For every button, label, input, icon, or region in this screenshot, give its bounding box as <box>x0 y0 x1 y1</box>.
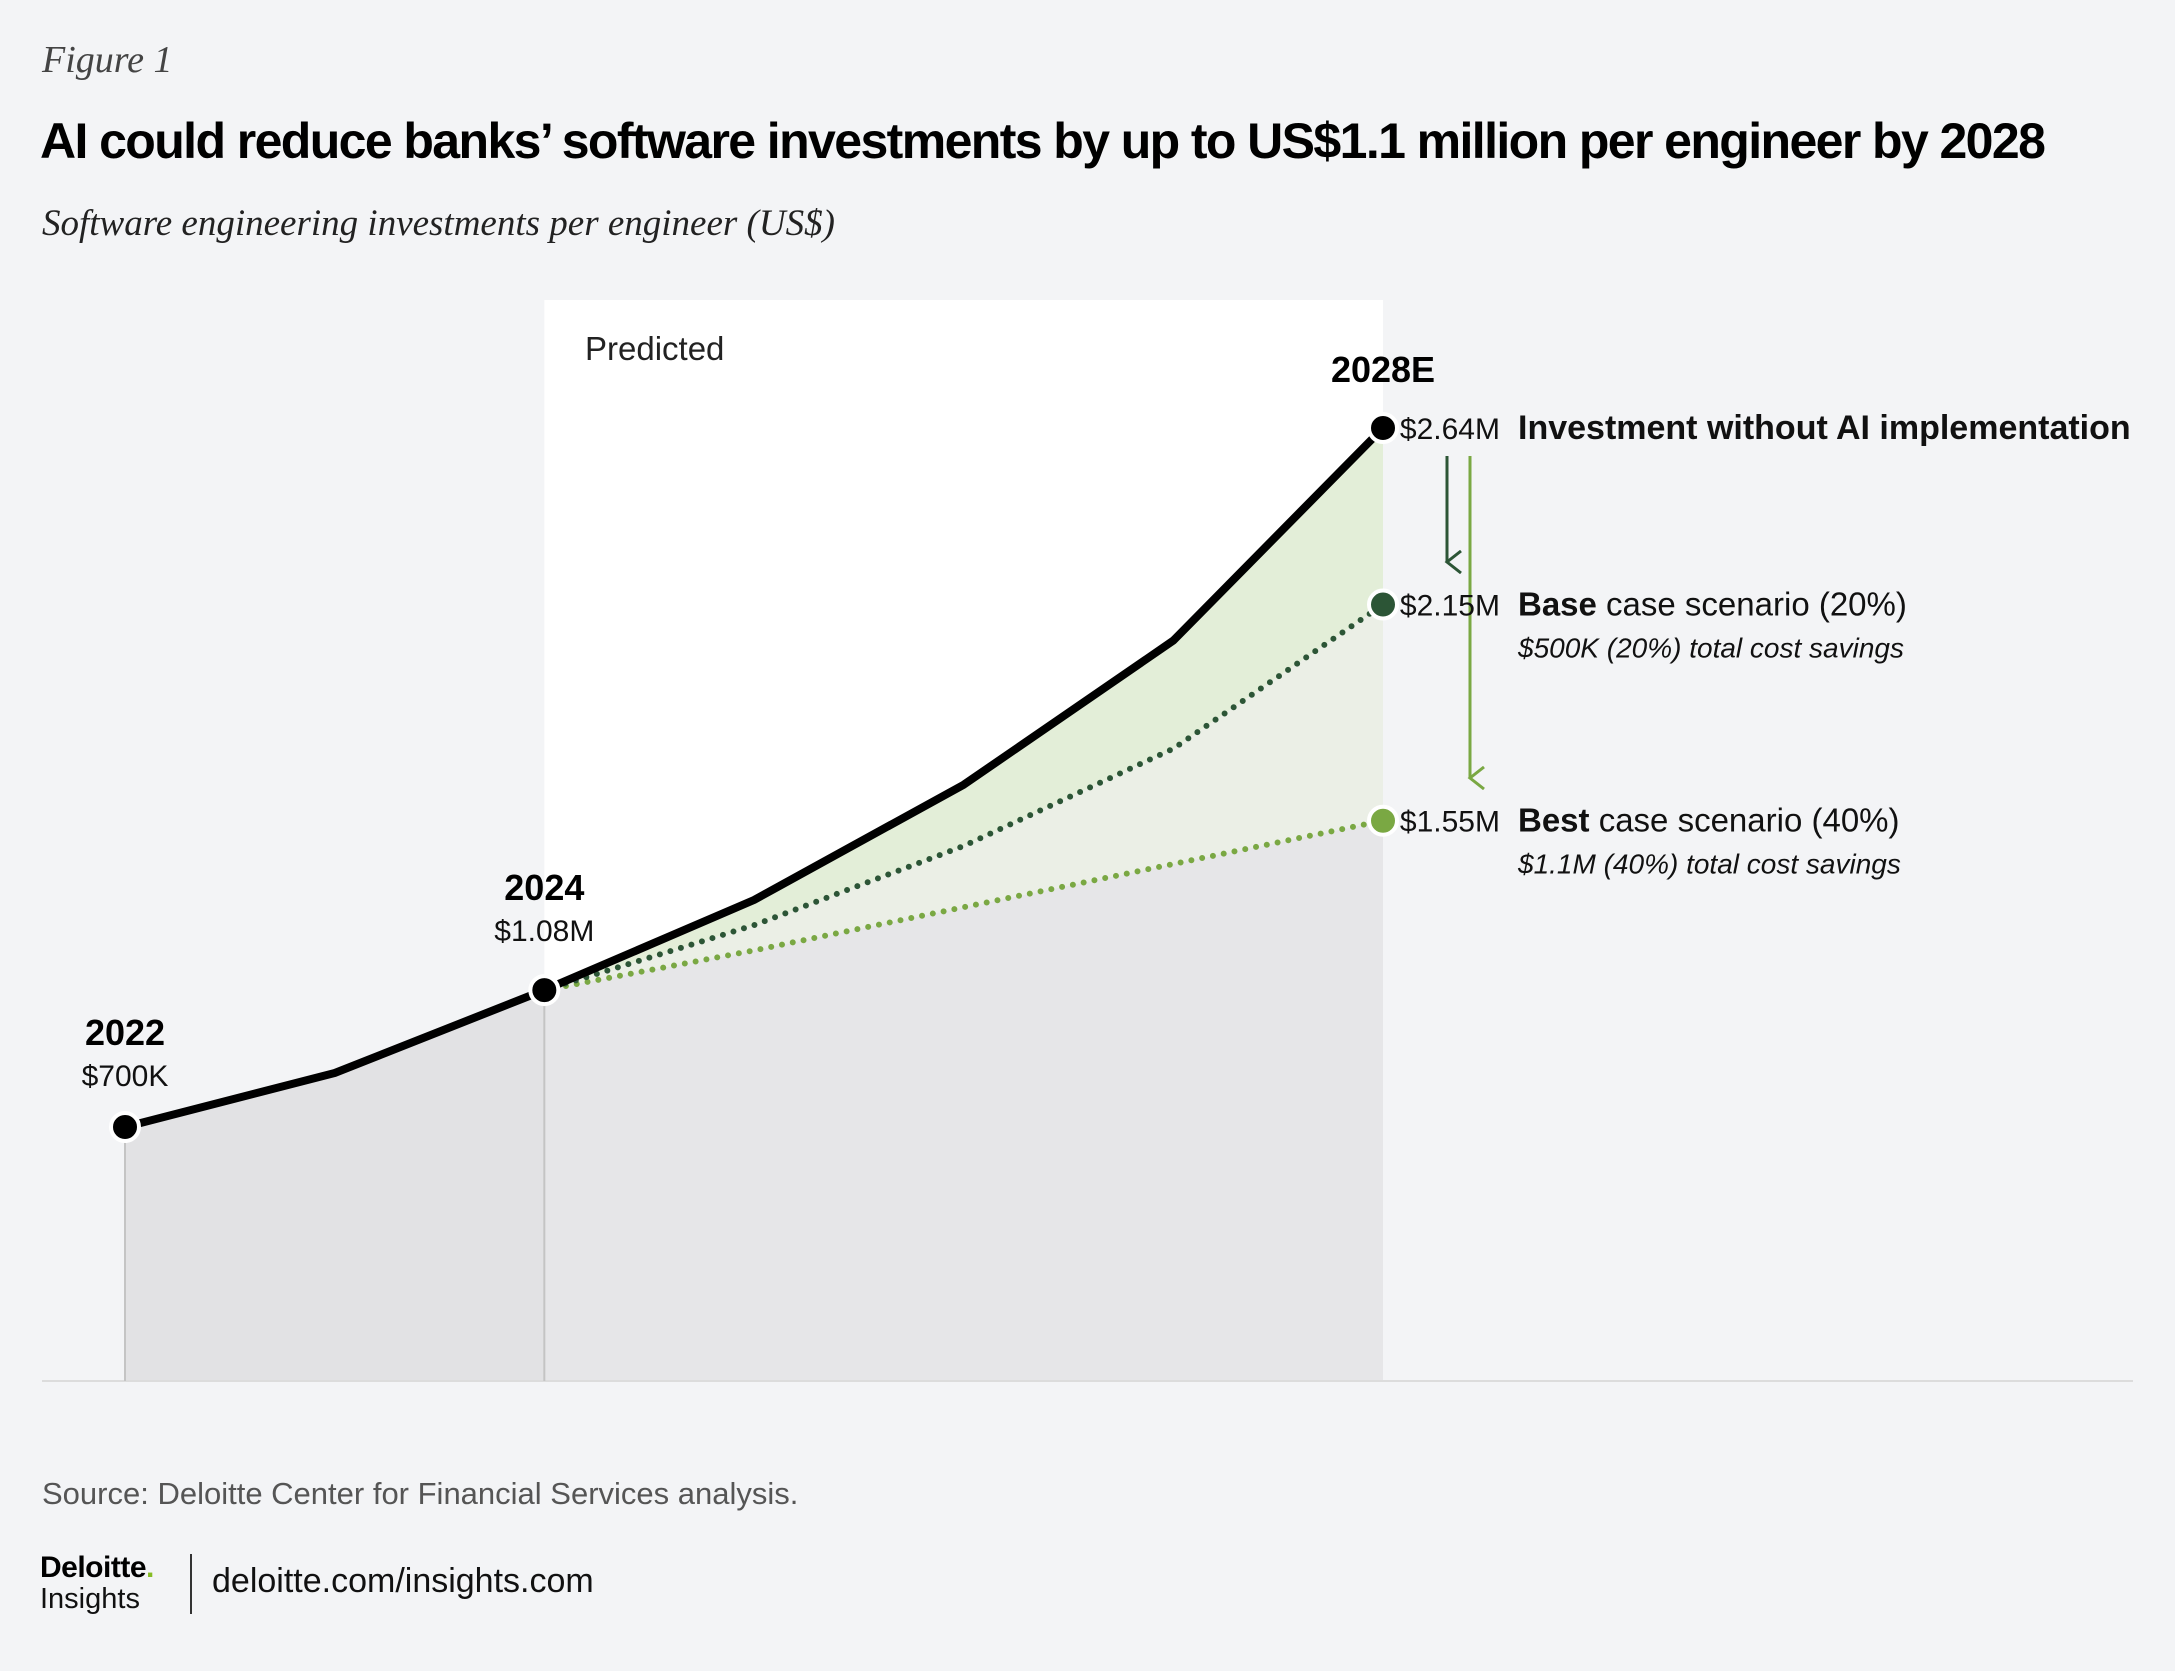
savings-note-2: $1.1M (40%) total cost savings <box>1517 849 1901 880</box>
point-2028-no-ai <box>1367 412 1399 444</box>
deloitte-insights-logo: Deloitte. Insights <box>40 1552 190 1614</box>
year-label-2024: 2024 <box>504 867 584 908</box>
series-label-bold-1: Base <box>1518 586 1597 623</box>
predicted-label: Predicted <box>585 330 724 367</box>
series-label-bold-2: Best <box>1518 802 1590 839</box>
chart-subtitle: Software engineering investments per eng… <box>42 203 835 244</box>
footer-divider <box>190 1554 192 1614</box>
series-label-0: Investment without AI implementation <box>1518 409 2131 447</box>
value-label-2022: $700K <box>82 1060 169 1093</box>
best-case-band <box>544 604 1383 991</box>
logo-sub: Insights <box>40 1582 140 1615</box>
figure-label: Figure 1 <box>42 39 173 81</box>
chart-title: AI could reduce banks’ software investme… <box>40 113 2046 169</box>
series-label-rest-1: case scenario (20%) <box>1597 586 1907 623</box>
logo-dot: . <box>146 1551 154 1584</box>
year-label-2028E: 2028E <box>1331 349 1435 390</box>
series-label-rest-2: case scenario (40%) <box>1590 802 1900 839</box>
savings-note-1: $500K (20%) total cost savings <box>1517 633 1904 664</box>
source-note: Source: Deloitte Center for Financial Se… <box>42 1476 799 1511</box>
best-case-line <box>541 817 1386 994</box>
historical-area <box>125 990 545 1381</box>
point-2028-base <box>1367 588 1399 621</box>
year-label-2022: 2022 <box>85 1012 165 1053</box>
end-value-label-2: $1.55M <box>1400 806 1500 839</box>
series-label-bold-0: Investment without AI implementation <box>1518 409 2131 447</box>
forecast-area <box>544 820 1383 1381</box>
no-ai-line <box>124 425 1386 1131</box>
base-case-line <box>541 601 1386 994</box>
end-value-label-1: $2.15M <box>1400 590 1500 623</box>
logo-brand: Deloitte <box>40 1551 147 1584</box>
footer-url[interactable]: deloitte.com/insights.com <box>212 1562 594 1600</box>
series-label-1: Base case scenario (20%) <box>1518 586 1907 623</box>
value-label-2024: $1.08M <box>494 915 594 948</box>
line-chart: Predicted 2022 $700K 2024 $1.08M 2028E $2.64M I… <box>42 300 2133 1382</box>
point-2024 <box>528 974 561 1007</box>
point-2022 <box>109 1111 141 1143</box>
end-value-label-0: $2.64M <box>1400 413 1500 446</box>
point-2028-best <box>1367 804 1399 837</box>
base-case-band <box>544 428 1383 991</box>
series-label-2: Best case scenario (40%) <box>1518 802 1900 839</box>
